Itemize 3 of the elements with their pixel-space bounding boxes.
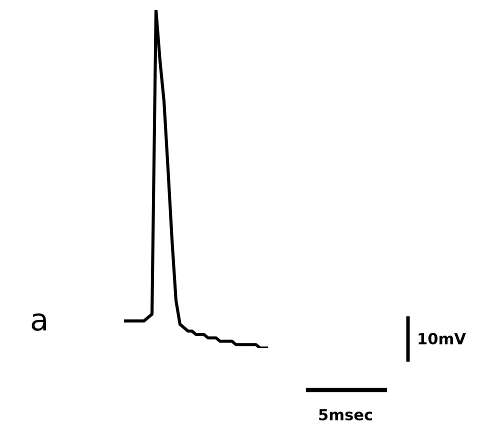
text: a xyxy=(32,313,46,331)
text: 5msec xyxy=(319,409,372,420)
text: 10mV xyxy=(418,332,466,344)
